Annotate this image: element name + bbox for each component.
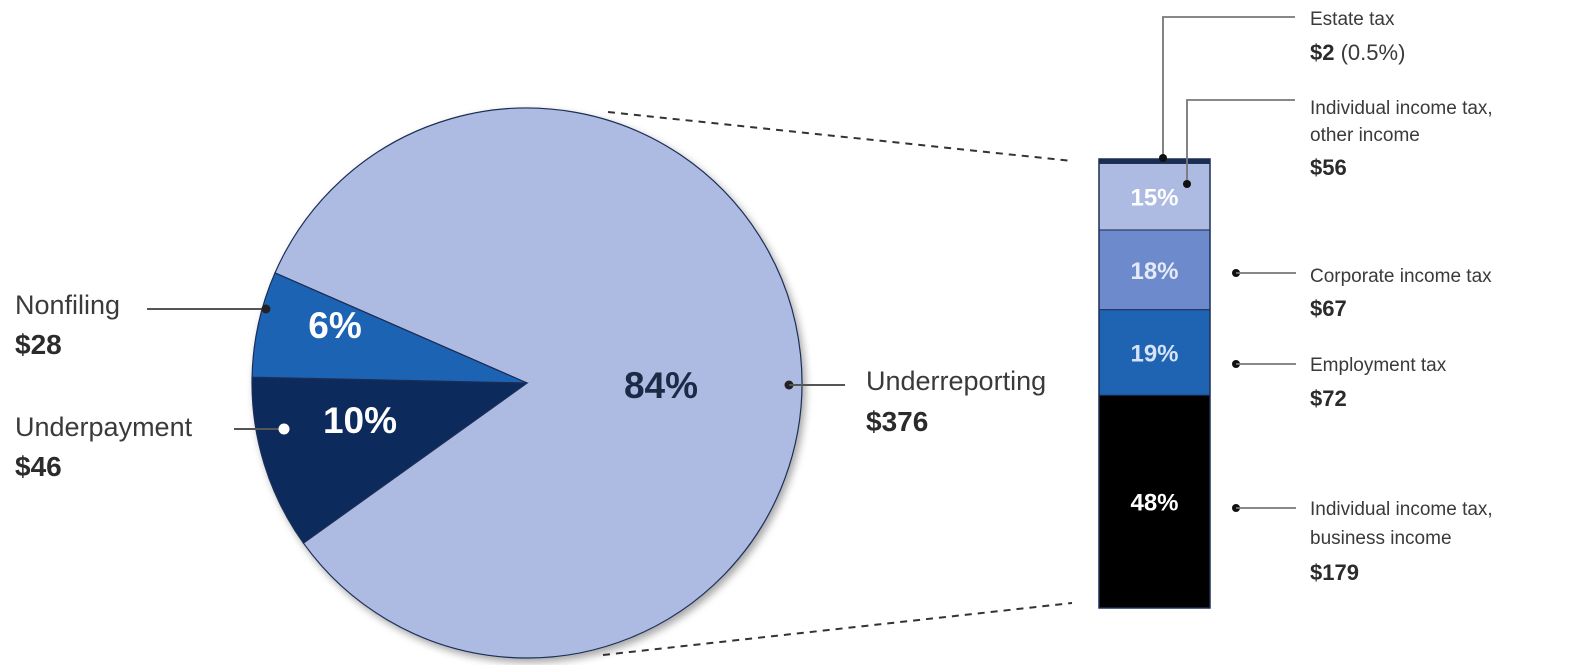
pie-labels: 84% 10% 6% Underreporting $376 Underpayment $4… (15, 290, 1046, 482)
bar-percent-employment-tax: 19% (1130, 340, 1178, 367)
other-income-leader (1186, 99, 1295, 184)
bar-segment-employment-tax (1098, 309, 1211, 396)
pie-slice-underreporting (274, 107, 803, 659)
estate-tax-leader-dot (1159, 154, 1167, 162)
employment-tax-label: Employment tax (1310, 355, 1447, 376)
estate-tax-leader (1162, 16, 1295, 158)
underpayment-leader-dot (278, 423, 290, 435)
business-income-label-line-2: business income (1310, 528, 1452, 549)
bar-percent-corporate-income-tax: 18% (1130, 258, 1178, 285)
other-income-label-line-2: other income (1310, 125, 1420, 146)
stacked-bar-chart: 48% 19% 18% 15% (1098, 158, 1211, 609)
pie-chart (251, 107, 803, 659)
connector-bottom-dashed (602, 602, 1073, 656)
other-income-label-line-1: Individual income tax, (1310, 98, 1493, 119)
employment-tax-value: $72 (1310, 386, 1347, 411)
connector-lines (602, 111, 1073, 656)
estate-tax-label: Estate tax (1310, 9, 1395, 30)
business-income-value: $179 (1310, 560, 1359, 585)
nonfiling-leader-dot (261, 304, 271, 314)
pie-slice-nonfiling (251, 272, 528, 384)
bar-outline (1098, 158, 1211, 609)
bar-percent-individual-income-tax-business-income: 48% (1130, 490, 1178, 517)
pie-percent-underreporting: 84% (624, 365, 698, 406)
other-income-value: $56 (1310, 155, 1347, 180)
underpayment-label: Underpayment (15, 412, 193, 442)
pie-percent-nonfiling: 6% (308, 305, 361, 346)
bar-percent-individual-income-tax-other-income: 15% (1130, 185, 1178, 212)
stacked-bar-labels: Estate tax $2 (0.5%) Individual income tax… (1159, 9, 1493, 585)
pie-slice-underpayment (251, 376, 529, 544)
bar-segment-estate-tax (1098, 158, 1211, 164)
nonfiling-value: $28 (15, 329, 62, 360)
corporate-income-tax-value: $67 (1310, 296, 1347, 321)
corporate-income-tax-label: Corporate income tax (1310, 266, 1492, 287)
underreporting-value: $376 (866, 406, 928, 437)
underreporting-label: Underreporting (866, 366, 1046, 396)
business-income-label-line-1: Individual income tax, (1310, 499, 1493, 520)
pie-percent-underpayment: 10% (323, 400, 397, 441)
nonfiling-label: Nonfiling (15, 290, 120, 320)
estate-tax-value: $2 (1310, 40, 1334, 65)
estate-tax-percent: (0.5%) (1334, 40, 1405, 65)
underpayment-value: $46 (15, 451, 62, 482)
estate-tax-value-line: $2 (0.5%) (1310, 40, 1405, 65)
other-income-leader-dot (1183, 180, 1191, 188)
bar-segment-corporate-income-tax (1098, 229, 1211, 311)
